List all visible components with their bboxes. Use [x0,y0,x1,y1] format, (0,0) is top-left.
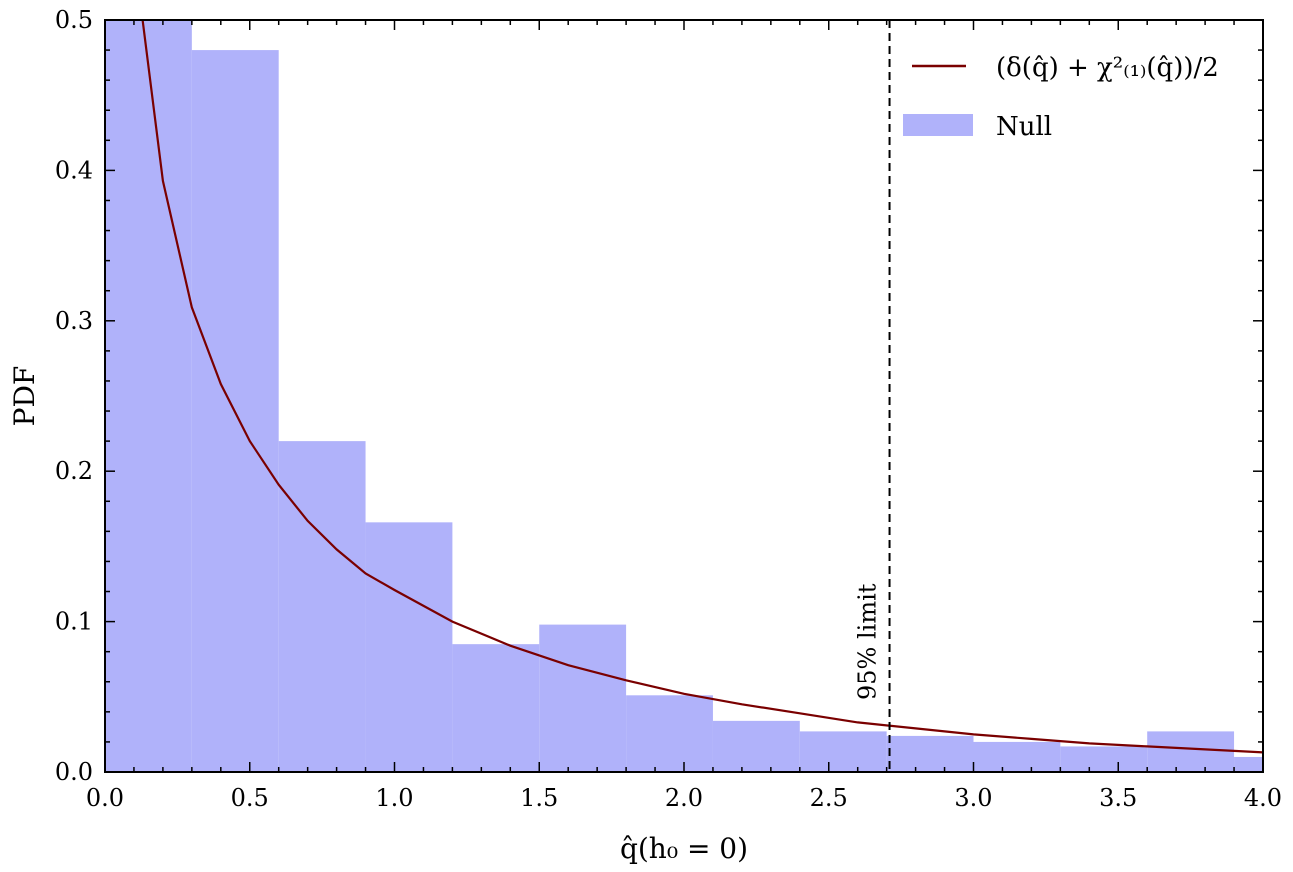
histogram-bar [105,20,192,772]
histogram-bar [886,735,974,772]
x-tick-label: 0.0 [86,784,124,812]
legend-curve-label: (δ(q̂) + χ²₍₁₎(q̂))/2 [996,53,1219,83]
limit-label: 95% limit [854,583,882,700]
y-tick-label: 0.0 [55,758,93,786]
y-tick-label: 0.3 [55,307,93,335]
x-tick-label: 3.5 [1099,784,1137,812]
histogram-bar [278,441,366,772]
histogram-bar [539,624,627,772]
histogram-bars [105,20,1263,772]
x-tick-labels: 0.0 0.5 1.0 1.5 2.0 2.5 3.0 3.5 4.0 [86,784,1282,812]
y-tick-label: 0.2 [55,457,93,485]
y-tick-label: 0.4 [55,156,93,184]
x-tick-label: 3.0 [954,784,992,812]
legend-null-swatch [903,114,973,136]
x-tick-label: 2.0 [665,784,703,812]
y-tick-label: 0.1 [55,608,93,636]
curve-layer [141,19,1264,754]
legend-null-label: Null [996,112,1052,142]
x-tick-label: 1.0 [375,784,413,812]
plot-frame [104,19,1264,773]
histogram-bar [973,741,1061,772]
chi2-curve [141,19,1264,754]
histogram-bar [1234,756,1263,772]
histogram-bar [452,644,540,772]
histogram-bar [712,720,800,772]
y-axis-title: PDF [8,366,41,427]
x-axis-title: q̂(h₀ = 0) [620,832,748,865]
y-tick-labels: 0.0 0.1 0.2 0.3 0.4 0.5 [55,6,93,786]
x-tick-label: 1.5 [520,784,558,812]
x-tick-label: 2.5 [810,784,848,812]
histogram-bar [626,695,713,772]
x-tick-label: 0.5 [231,784,269,812]
legend: (δ(q̂) + χ²₍₁₎(q̂))/2 Null [903,53,1219,142]
histogram-bar [1147,731,1235,772]
histogram-bar [1060,746,1148,772]
histogram-bar [799,731,887,772]
x-tick-label: 4.0 [1244,784,1282,812]
histogram-bar [365,522,453,772]
y-tick-label: 0.5 [55,6,93,34]
